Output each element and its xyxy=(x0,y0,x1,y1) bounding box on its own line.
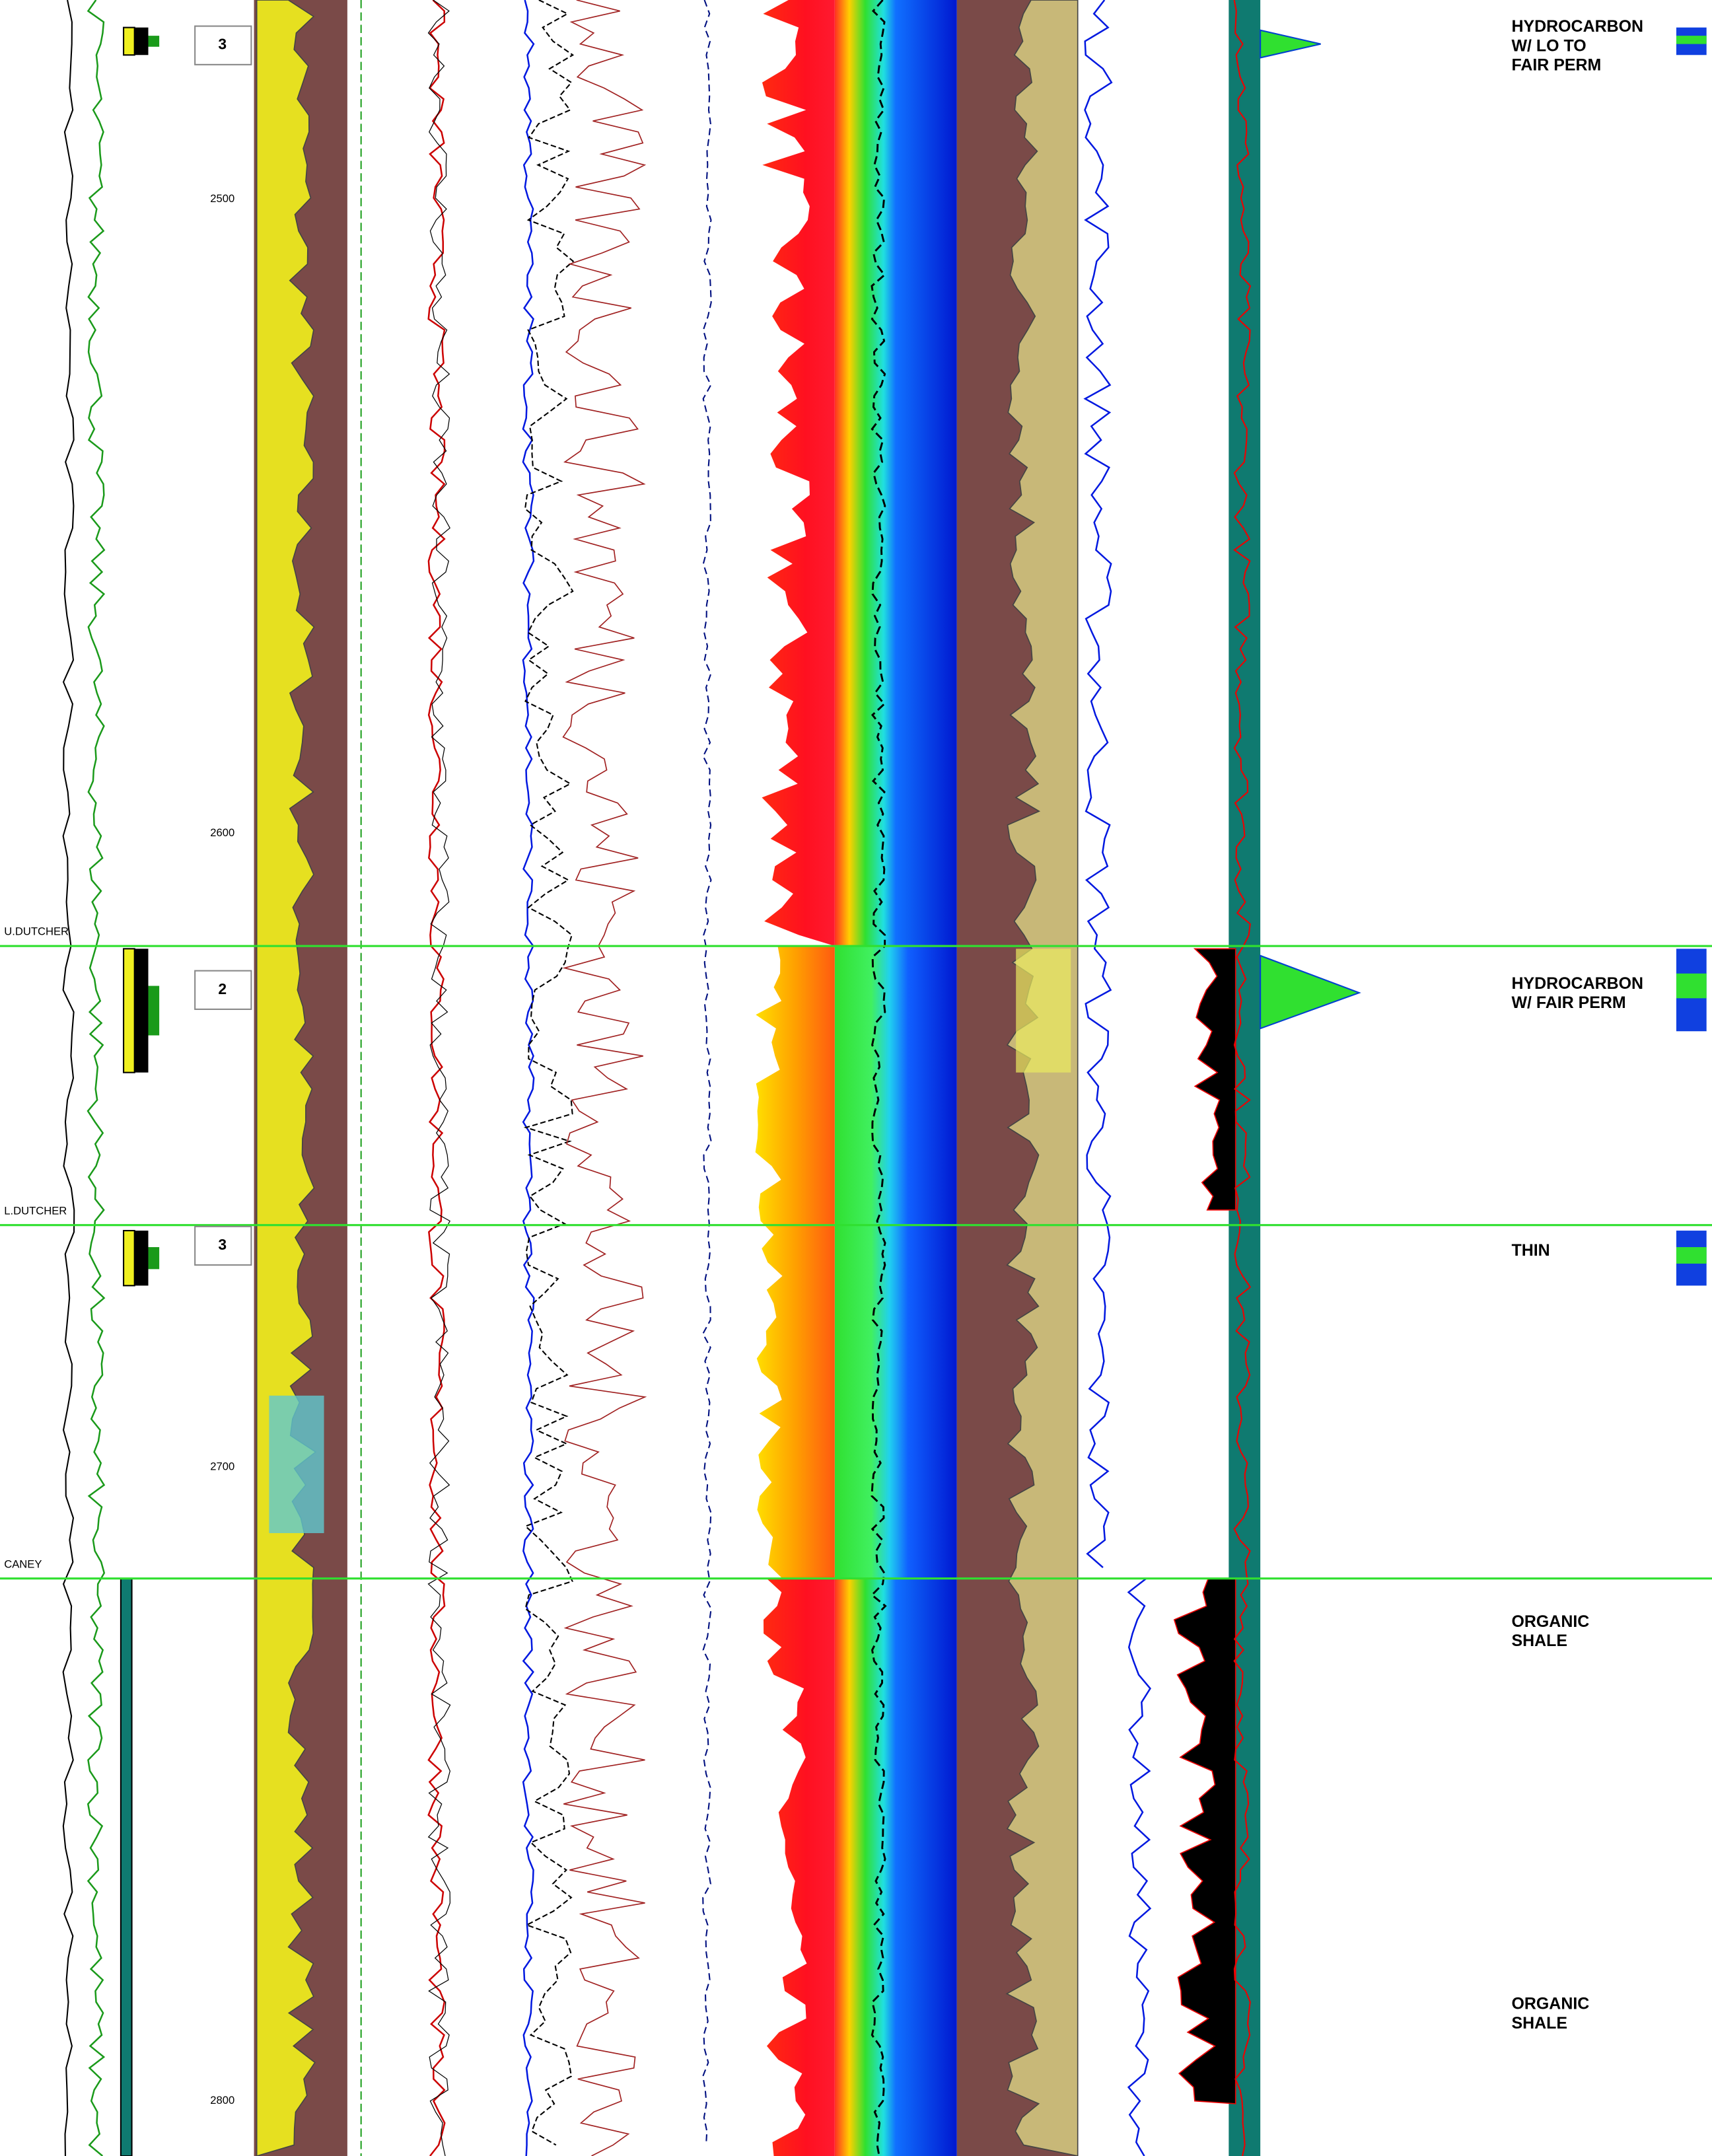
lime-fill xyxy=(269,1395,324,1534)
flag xyxy=(134,949,149,1073)
curves xyxy=(62,0,1252,2156)
interpretation: ORGANIC xyxy=(1512,1995,1590,2013)
heat-fill xyxy=(755,946,835,1579)
curve xyxy=(702,0,712,2145)
flag xyxy=(134,27,149,55)
depth-label: 2600 xyxy=(210,826,234,839)
curve xyxy=(870,0,887,2156)
curve xyxy=(62,0,75,2156)
formation-top: CANEY xyxy=(4,1558,42,1570)
curve xyxy=(87,0,106,2156)
heat-fill xyxy=(763,1578,835,2156)
background xyxy=(192,0,1261,2156)
flag xyxy=(123,948,135,1073)
organic-fill xyxy=(1173,1577,1236,2104)
zone-box xyxy=(194,970,252,1010)
interpretation: W/ FAIR PERM xyxy=(1512,993,1626,1012)
curve-fills xyxy=(120,0,1707,2156)
perm-fill xyxy=(1260,954,1361,1030)
organic-fill xyxy=(1193,948,1236,1211)
interpretation: SHALE xyxy=(1512,2014,1568,2032)
interpretation: HYDROCARBON xyxy=(1512,17,1643,36)
flag xyxy=(1676,36,1707,44)
curve xyxy=(1127,1577,1152,2156)
zone-box xyxy=(194,25,252,65)
flag xyxy=(123,1230,135,1287)
spectrum xyxy=(834,0,957,947)
flag xyxy=(123,26,135,56)
flag xyxy=(1676,1247,1707,1264)
zone-label: 2 xyxy=(218,980,227,997)
zone-box xyxy=(194,1225,252,1266)
curve xyxy=(427,0,446,2156)
curve xyxy=(562,0,647,2156)
perm-fill xyxy=(1260,29,1321,59)
flag xyxy=(1676,973,1707,999)
interpretation: ORGANIC xyxy=(1512,1612,1590,1631)
interpretation: W/ LO TO xyxy=(1512,36,1587,55)
labels: U.DUTCHER L.DUTCHER CANEY 2500 2600 2700 2800 3… xyxy=(0,17,1712,2106)
depth-label: 2800 xyxy=(210,2094,234,2106)
spectrum xyxy=(834,946,957,1579)
curve xyxy=(523,0,575,2146)
curve xyxy=(427,0,451,2156)
curve xyxy=(1233,0,1252,2156)
interpretation: FAIR PERM xyxy=(1512,56,1602,75)
flag xyxy=(148,986,160,1036)
flag xyxy=(120,1577,133,2156)
spectrum xyxy=(834,1578,957,2156)
zone-label: 3 xyxy=(218,1236,227,1253)
heat-fill xyxy=(762,0,835,947)
sand-dots xyxy=(1016,949,1071,1073)
depth-label: 2700 xyxy=(210,1460,234,1472)
curve xyxy=(522,0,535,2156)
flag xyxy=(148,36,160,47)
flag xyxy=(148,1247,160,1270)
khaki-fill xyxy=(1005,0,1079,2156)
interpretation: SHALE xyxy=(1512,1632,1568,1650)
depth-track xyxy=(192,0,254,2156)
interpretation: THIN xyxy=(1512,1241,1550,1260)
formation-top: L.DUTCHER xyxy=(4,1204,67,1217)
sand-fill xyxy=(256,0,317,2156)
interpretation: HYDROCARBON xyxy=(1512,974,1643,993)
curve xyxy=(1083,0,1113,1569)
formation-top: U.DUTCHER xyxy=(4,925,69,938)
zone-label: 3 xyxy=(218,36,227,53)
depth-label: 2500 xyxy=(210,192,234,205)
flag xyxy=(134,1231,149,1286)
